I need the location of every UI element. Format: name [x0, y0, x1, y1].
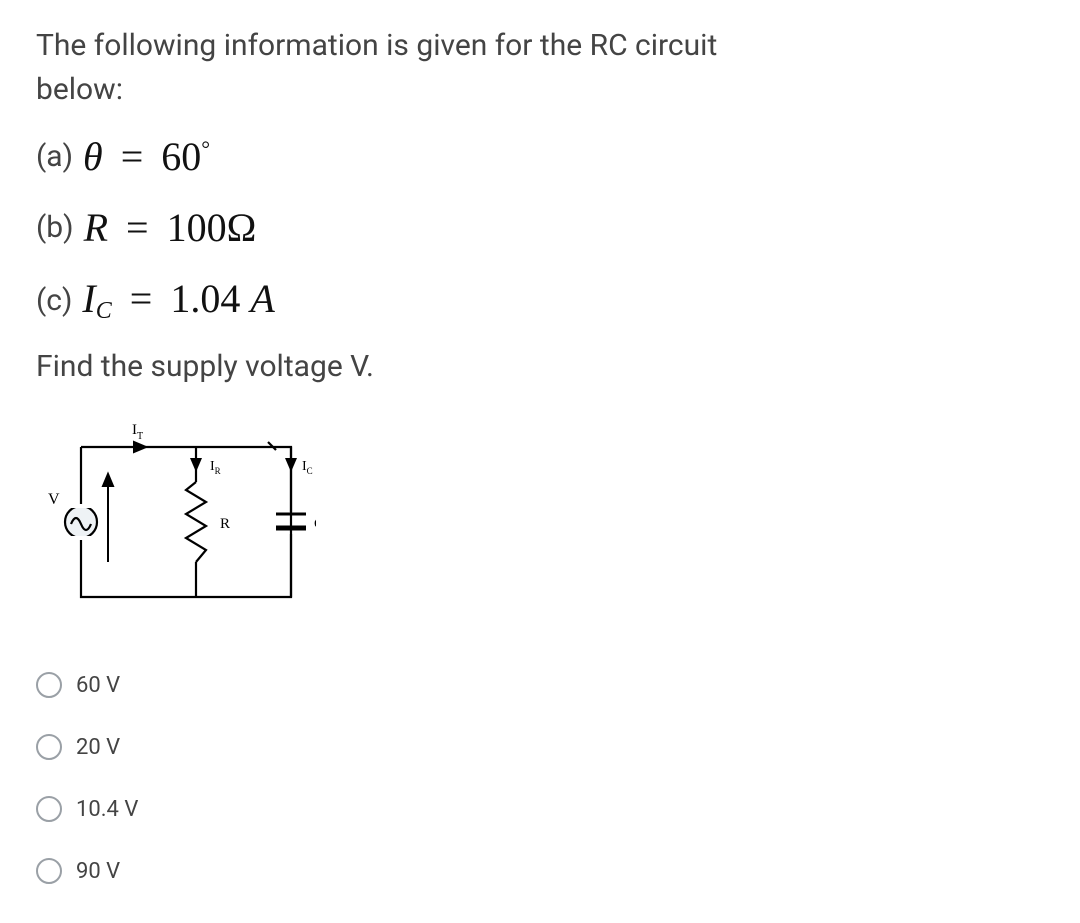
svg-text:IC: IC	[302, 459, 313, 476]
option-2[interactable]: 10.4 V	[36, 796, 1044, 822]
circuit-label-it-sub: T	[137, 431, 143, 442]
option-3[interactable]: 90 V	[36, 858, 1044, 884]
circuit-label-c: C	[314, 516, 316, 532]
circuit-label-r: R	[220, 516, 230, 532]
option-label: 10.4 V	[76, 797, 138, 822]
circuit-diagram: V IT IR IC R C	[36, 412, 1044, 626]
given-letter-a: (a)	[36, 139, 73, 174]
option-label: 20 V	[76, 735, 120, 760]
svg-text:IR: IR	[210, 459, 221, 476]
question-intro: The following information is given for t…	[36, 24, 796, 111]
radio-icon	[36, 858, 62, 884]
given-math-b: R=100Ω	[84, 204, 257, 251]
given-item-a: (a) θ=60°	[36, 133, 1044, 180]
answer-options: 60 V 20 V 10.4 V 90 V	[36, 672, 1044, 884]
ic-symbol: I	[82, 276, 95, 321]
option-label: 90 V	[76, 859, 120, 884]
svg-text:IT: IT	[132, 422, 143, 442]
given-math-c: IC=1.04 A	[82, 275, 274, 325]
given-letter-c: (c)	[36, 283, 72, 318]
given-letter-b: (b)	[36, 210, 74, 245]
option-label: 60 V	[76, 673, 120, 698]
given-item-b: (b) R=100Ω	[36, 204, 1044, 251]
theta-unit: °	[201, 136, 210, 161]
question-prompt: Find the supply voltage V.	[36, 349, 1044, 384]
ic-value: 1.04	[170, 276, 240, 321]
radio-icon	[36, 734, 62, 760]
theta-value: 60	[161, 134, 201, 179]
circuit-label-v: V	[48, 491, 60, 508]
given-list: (a) θ=60° (b) R=100Ω (c) IC=1.04 A	[36, 133, 1044, 325]
theta-symbol: θ	[83, 134, 103, 179]
ic-subscript: C	[96, 298, 112, 324]
given-item-c: (c) IC=1.04 A	[36, 275, 1044, 325]
ic-unit: A	[250, 276, 274, 321]
circuit-label-ic-sub: C	[307, 466, 313, 476]
radio-icon	[36, 796, 62, 822]
given-math-a: θ=60°	[83, 133, 210, 180]
r-symbol: R	[84, 205, 108, 250]
radio-icon	[36, 672, 62, 698]
r-value: 100	[167, 205, 227, 250]
option-1[interactable]: 20 V	[36, 734, 1044, 760]
option-0[interactable]: 60 V	[36, 672, 1044, 698]
circuit-label-ir-sub: R	[215, 466, 221, 476]
r-unit: Ω	[227, 205, 257, 250]
